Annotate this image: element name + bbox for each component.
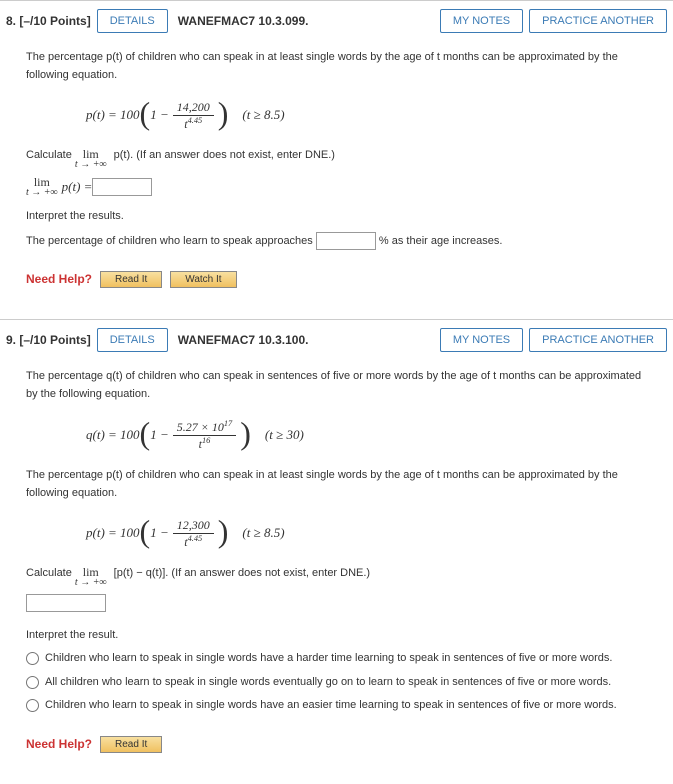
percent-input[interactable] — [316, 232, 376, 250]
interpret-label: Interpret the results. — [26, 208, 647, 226]
question-header: 8. [–/10 Points] DETAILS WANEFMAC7 10.3.… — [0, 9, 673, 43]
readit-button[interactable]: Read It — [100, 736, 162, 753]
interpret-label: Interpret the result. — [26, 627, 647, 645]
question-ref: WANEFMAC7 10.3.100. — [178, 333, 309, 347]
question-number: 8. [–/10 Points] — [6, 14, 91, 28]
question-header: 9. [–/10 Points] DETAILS WANEFMAC7 10.3.… — [0, 328, 673, 362]
limit-answer-input[interactable] — [92, 178, 152, 196]
details-button[interactable]: DETAILS — [97, 9, 168, 33]
equation-qt: q(t) = 100(1 − 5.27 × 1017t16 )(t ≥ 30) — [26, 409, 647, 461]
practice-button[interactable]: PRACTICE ANOTHER — [529, 9, 667, 33]
option-row: All children who learn to speak in singl… — [26, 674, 647, 692]
need-help-row: Need Help? Read It Watch It — [26, 270, 647, 289]
question-9: 9. [–/10 Points] DETAILS WANEFMAC7 10.3.… — [0, 319, 673, 784]
option-row: Children who learn to speak in single wo… — [26, 697, 647, 715]
mynotes-button[interactable]: MY NOTES — [440, 328, 523, 352]
option-label: Children who learn to speak in single wo… — [45, 697, 617, 715]
question-content: The percentage p(t) of children who can … — [0, 49, 673, 289]
intro-text: The percentage p(t) of children who can … — [26, 49, 647, 84]
calculate-text: Calculate limt → +∞ p(t). (If an answer … — [26, 147, 647, 170]
calculate-text: Calculate limt → +∞ [p(t) − q(t)]. (If a… — [26, 565, 647, 588]
equation-pt: p(t) = 100(1 − 14,200t4.45 )(t ≥ 8.5) — [26, 90, 647, 141]
details-button[interactable]: DETAILS — [97, 328, 168, 352]
option-radio-2[interactable] — [26, 676, 39, 689]
practice-button[interactable]: PRACTICE ANOTHER — [529, 328, 667, 352]
mynotes-button[interactable]: MY NOTES — [440, 9, 523, 33]
watchit-button[interactable]: Watch It — [170, 271, 236, 288]
need-help-row: Need Help? Read It — [26, 735, 647, 754]
limit-answer-row: limt → +∞ p(t) = — [26, 176, 647, 198]
intro2-text: The percentage p(t) of children who can … — [26, 467, 647, 502]
equation-pt2: p(t) = 100(1 − 12,300t4.45 )(t ≥ 8.5) — [26, 508, 647, 559]
diff-limit-input[interactable] — [26, 594, 106, 612]
option-row: Children who learn to speak in single wo… — [26, 650, 647, 668]
option-radio-1[interactable] — [26, 652, 39, 665]
intro1-text: The percentage q(t) of children who can … — [26, 368, 647, 403]
question-content: The percentage q(t) of children who can … — [0, 368, 673, 754]
fill-sentence: The percentage of children who learn to … — [26, 232, 647, 251]
question-number: 9. [–/10 Points] — [6, 333, 91, 347]
question-ref: WANEFMAC7 10.3.099. — [178, 14, 309, 28]
option-label: All children who learn to speak in singl… — [45, 674, 611, 692]
question-8: 8. [–/10 Points] DETAILS WANEFMAC7 10.3.… — [0, 0, 673, 319]
option-radio-3[interactable] — [26, 699, 39, 712]
readit-button[interactable]: Read It — [100, 271, 162, 288]
option-label: Children who learn to speak in single wo… — [45, 650, 612, 668]
